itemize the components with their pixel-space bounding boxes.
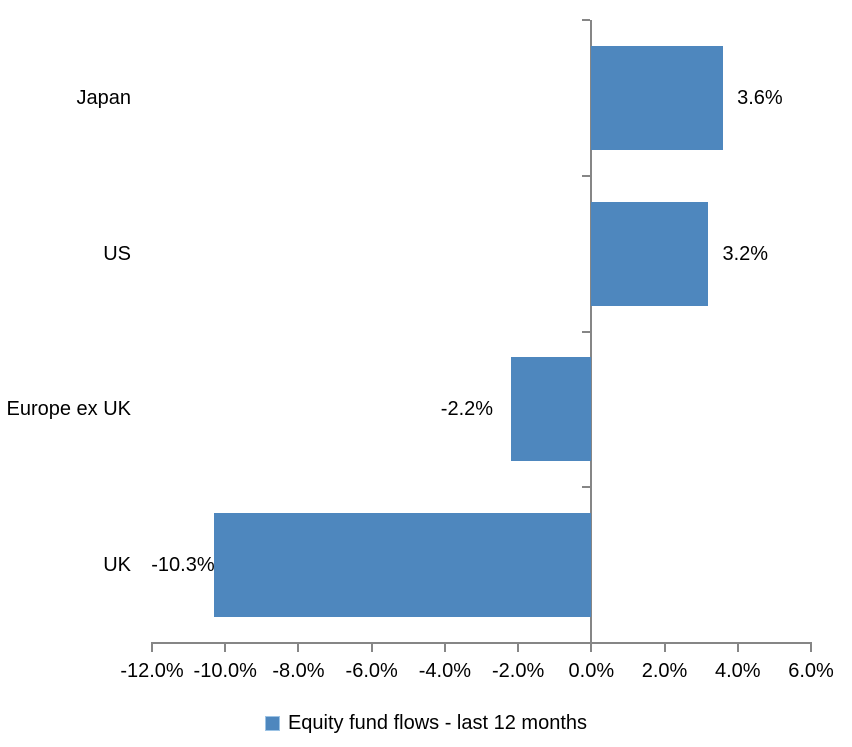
bar-uk <box>214 513 592 618</box>
x-tick-label: -12.0% <box>120 660 184 682</box>
bar-europe-ex-uk <box>510 357 592 462</box>
category-label: Japan <box>76 86 132 109</box>
x-tick-mark <box>663 644 666 652</box>
x-tick-label: -4.0% <box>418 660 471 682</box>
x-tick-mark <box>443 644 446 652</box>
x-tick-label: -6.0% <box>345 660 398 682</box>
x-tick-mark <box>224 644 227 652</box>
category-label: Europe ex UK <box>6 398 131 421</box>
x-tick-mark <box>370 644 373 652</box>
category-axis-line <box>590 20 593 651</box>
bar-value-label: -10.3% <box>151 554 215 577</box>
x-tick-label: 2.0% <box>641 660 688 682</box>
bar-us <box>591 201 709 306</box>
legend: Equity fund flows - last 12 months <box>0 708 852 738</box>
x-tick-mark <box>810 644 812 652</box>
x-tick-mark <box>151 644 153 652</box>
bar-value-label: 3.6% <box>737 86 783 109</box>
legend-marker-icon <box>264 715 280 731</box>
x-tick-mark <box>517 644 520 652</box>
x-tick-mark <box>590 644 593 652</box>
y-tick-mark <box>582 19 591 21</box>
x-tick-label: -8.0% <box>272 660 325 682</box>
bar-value-label: -2.2% <box>440 398 494 421</box>
category-label: UK <box>103 554 131 577</box>
bar-value-label: 3.2% <box>722 242 769 265</box>
x-tick-label: -2.0% <box>491 660 545 682</box>
y-tick-mark <box>582 486 591 489</box>
y-tick-mark <box>582 330 591 333</box>
value-axis-line <box>151 642 812 644</box>
category-label: US <box>103 242 131 265</box>
x-tick-mark <box>736 644 739 652</box>
x-tick-label: -10.0% <box>193 660 257 682</box>
bar-japan <box>591 45 724 150</box>
x-tick-label: 4.0% <box>714 660 761 682</box>
x-tick-label: 6.0% <box>788 660 834 682</box>
x-tick-mark <box>297 644 300 652</box>
legend-label: Equity fund flows - last 12 months <box>287 712 588 734</box>
x-tick-label: 0.0% <box>568 660 615 682</box>
y-tick-mark <box>582 174 591 177</box>
